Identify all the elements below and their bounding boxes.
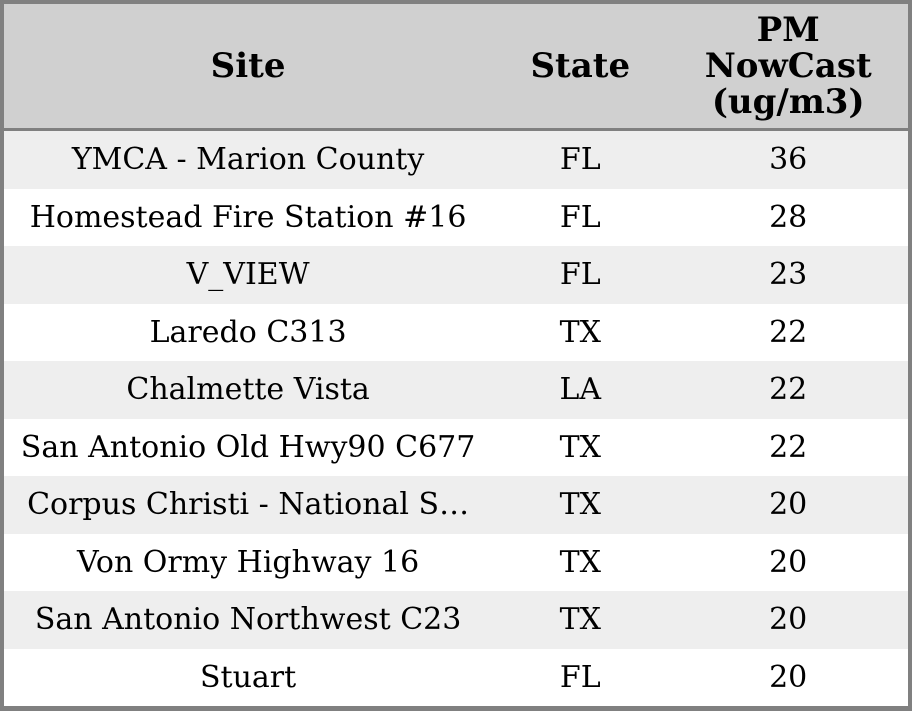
- table-row: San Antonio Old Hwy90 C677 TX 22: [4, 418, 908, 476]
- site-cell: Chalmette Vista: [126, 372, 370, 408]
- state-cell: TX: [559, 487, 601, 523]
- table-header-row: Site State PM NowCast (ug/m3): [4, 4, 908, 131]
- table-body: YMCA - Marion County FL 36 Homestead Fir…: [4, 131, 908, 706]
- site-cell: Corpus Christi - National S…: [27, 487, 470, 523]
- column-header-site: Site: [210, 47, 286, 85]
- table-row: Von Ormy Highway 16 TX 20: [4, 533, 908, 591]
- table-row: Stuart FL 20: [4, 648, 908, 706]
- pm-nowcast-cell: 22: [769, 429, 808, 465]
- state-cell: TX: [559, 314, 601, 350]
- site-cell: Stuart: [199, 659, 297, 695]
- table-row: Laredo C313 TX 22: [4, 303, 908, 361]
- pm-nowcast-cell: 23: [769, 257, 808, 293]
- table-row: Chalmette Vista LA 22: [4, 361, 908, 419]
- site-cell: San Antonio Old Hwy90 C677: [20, 429, 476, 465]
- site-cell: V_VIEW: [186, 257, 310, 293]
- site-cell: Laredo C313: [149, 314, 347, 350]
- state-cell: TX: [559, 602, 601, 638]
- state-cell: FL: [559, 659, 601, 695]
- pm-nowcast-cell: 20: [769, 659, 808, 695]
- site-cell: San Antonio Northwest C23: [34, 602, 462, 638]
- table-row: Corpus Christi - National S… TX 20: [4, 476, 908, 534]
- pm-nowcast-cell: 20: [769, 487, 808, 523]
- pm-nowcast-cell: 22: [769, 314, 808, 350]
- pm-nowcast-cell: 20: [769, 602, 808, 638]
- table-row: San Antonio Northwest C23 TX 20: [4, 591, 908, 649]
- state-cell: FL: [559, 142, 601, 178]
- state-cell: LA: [559, 372, 602, 408]
- state-cell: TX: [559, 429, 601, 465]
- state-cell: FL: [559, 257, 601, 293]
- table-row: V_VIEW FL 23: [4, 246, 908, 304]
- state-cell: TX: [559, 544, 601, 580]
- pm-nowcast-cell: 20: [769, 544, 808, 580]
- site-cell: Homestead Fire Station #16: [29, 199, 467, 235]
- column-header-state: State: [530, 45, 631, 86]
- pm-nowcast-cell: 28: [769, 199, 808, 235]
- column-header-pm-nowcast: PM NowCast (ug/m3): [704, 9, 872, 123]
- pm-nowcast-cell: 22: [769, 372, 808, 408]
- table-row: Homestead Fire Station #16 FL 28: [4, 188, 908, 246]
- state-cell: FL: [559, 199, 601, 235]
- site-cell: YMCA - Marion County: [71, 142, 425, 178]
- pm-nowcast-cell: 36: [769, 142, 808, 178]
- site-cell: Von Ormy Highway 16: [76, 544, 420, 580]
- table-row: YMCA - Marion County FL 36: [4, 131, 908, 189]
